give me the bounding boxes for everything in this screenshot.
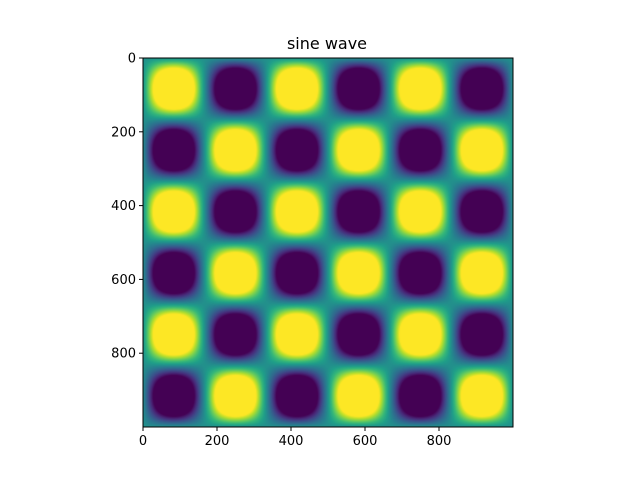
plot-area — [142, 57, 514, 428]
x-tick-label: 800 — [427, 434, 452, 449]
heatmap-image — [143, 58, 513, 427]
x-tick-label: 600 — [353, 434, 378, 449]
x-tick-label: 0 — [139, 434, 147, 449]
y-tick-label: 600 — [111, 273, 136, 288]
y-tick-label: 400 — [111, 199, 136, 214]
x-tick-label: 400 — [279, 434, 304, 449]
axes-frame — [142, 57, 514, 428]
chart-title: sine wave — [287, 34, 367, 53]
y-tick-label: 200 — [111, 125, 136, 140]
y-axis: 0 200 400 600 800 — [111, 52, 143, 362]
x-tick-label: 200 — [205, 434, 230, 449]
y-tick-label: 800 — [111, 347, 136, 362]
x-axis: 0 200 400 600 800 — [139, 427, 452, 449]
y-tick-label: 0 — [128, 52, 136, 67]
